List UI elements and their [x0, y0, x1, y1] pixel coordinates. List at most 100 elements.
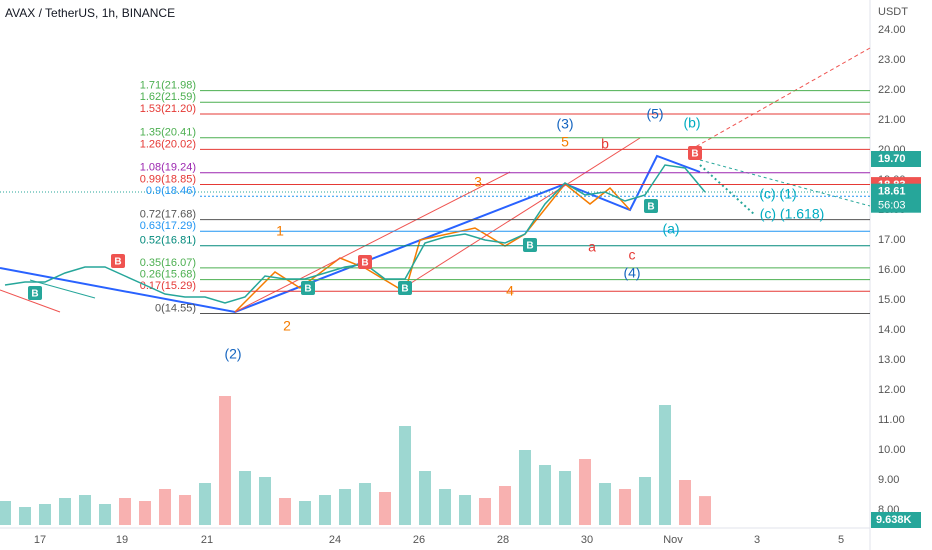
volume-bar — [359, 483, 371, 525]
y-tick-label: 23.00 — [878, 54, 906, 66]
volume-bar — [379, 492, 391, 525]
y-tick-label: 9.00 — [878, 474, 899, 486]
price-badge-label: 18.61 — [878, 186, 906, 198]
fib-label: 0.35(16.07) — [140, 257, 196, 269]
volume-bar — [79, 495, 91, 525]
fib-label: 1.08(19.24) — [140, 162, 196, 174]
fib-label: 0.72(17.68) — [140, 209, 196, 221]
signal-box — [28, 286, 42, 300]
volume-bar — [179, 495, 191, 525]
signal-label: B — [114, 257, 121, 268]
wave-label: (b) — [683, 115, 700, 131]
fib-label: 0(14.55) — [155, 302, 196, 314]
wave-label: 5 — [561, 134, 569, 150]
signal-label: B — [31, 289, 38, 300]
volume-badge — [871, 512, 921, 528]
fib-label: 0.99(18.85) — [140, 173, 196, 185]
volume-bar — [299, 501, 311, 525]
y-tick-label: 12.00 — [878, 384, 906, 396]
volume-bar — [479, 498, 491, 525]
volume-bar — [399, 426, 411, 525]
trend — [0, 289, 61, 313]
y-tick-label: 11.00 — [878, 414, 905, 426]
fib-label: 0.9(18.46) — [146, 185, 196, 197]
signal-label: B — [647, 202, 654, 213]
volume-bar — [119, 498, 131, 525]
projection — [699, 164, 756, 216]
price-badge — [871, 183, 921, 200]
projection — [699, 159, 871, 207]
y-tick-label: 10.00 — [878, 444, 906, 456]
price-line — [4, 164, 706, 304]
signal-box — [111, 254, 125, 268]
price-badge — [871, 151, 921, 167]
wave-label: (5) — [646, 106, 663, 122]
signal-box — [688, 146, 702, 160]
volume-bar — [59, 498, 71, 525]
y-tick-label: 13.00 — [878, 354, 906, 366]
volume-bar — [99, 504, 111, 525]
y-tick-label: 17.00 — [878, 234, 906, 246]
wave-label: 3 — [474, 174, 482, 190]
volume-badge-label: 9.638K — [876, 514, 912, 526]
x-tick-label: 5 — [838, 534, 844, 546]
y-tick-label: 14.00 — [878, 324, 906, 336]
volume-bar — [499, 486, 511, 525]
wave-label: 1 — [276, 223, 284, 239]
x-tick-label: 30 — [581, 534, 593, 546]
x-tick-label: 24 — [329, 534, 341, 546]
currency: USDT — [878, 6, 908, 18]
wave-label: (2) — [224, 346, 241, 362]
volume-bar — [139, 501, 151, 525]
signal-box — [398, 281, 412, 295]
volume-bar — [319, 495, 331, 525]
volume-bar — [199, 483, 211, 525]
y-tick-label: 16.00 — [878, 264, 906, 276]
volume-bar — [239, 471, 251, 525]
volume-bar — [459, 495, 471, 525]
volume-bar — [679, 480, 691, 525]
wave-label: (a) — [662, 221, 679, 237]
volume-bar — [159, 489, 171, 525]
fib-label: 0.26(15.68) — [140, 269, 196, 281]
wave-label: c — [629, 247, 636, 263]
volume-bar — [39, 504, 51, 525]
x-tick-label: 17 — [34, 534, 46, 546]
y-tick-label: 24.00 — [878, 24, 906, 36]
wave-label: (c) (1.618) — [760, 206, 825, 222]
volume-bar — [559, 471, 571, 525]
y-tick-label: 15.00 — [878, 294, 906, 306]
volume-bar — [639, 477, 651, 525]
fib-label: 0.52(16.81) — [140, 235, 196, 247]
x-tick-label: Nov — [663, 534, 683, 546]
x-tick-label: 3 — [754, 534, 760, 546]
y-tick-label: 21.00 — [878, 114, 906, 126]
fib-label: 0.63(17.29) — [140, 220, 196, 232]
countdown: 56:03 — [878, 200, 906, 212]
signal-label: B — [304, 284, 311, 295]
wave-label: (c) (1) — [759, 186, 796, 202]
fib-label: 1.62(21.59) — [140, 91, 196, 103]
wave-label: 4 — [506, 283, 514, 299]
volume-bar — [419, 471, 431, 525]
y-tick-label: 22.00 — [878, 84, 906, 96]
x-tick-label: 19 — [116, 534, 128, 546]
volume-bar — [339, 489, 351, 525]
fib-label: 1.35(20.41) — [140, 127, 196, 139]
fib-label: 1.71(21.98) — [140, 80, 196, 92]
wave-label: 2 — [283, 318, 291, 334]
channel — [399, 137, 641, 291]
x-tick-label: 26 — [413, 534, 425, 546]
signal-label: B — [361, 258, 368, 269]
volume-bar — [219, 396, 231, 525]
chart-title: AVAX / TetherUS, 1h, BINANCE — [5, 6, 175, 20]
signal-box — [523, 238, 537, 252]
fib-label: 1.53(21.20) — [140, 103, 196, 115]
wave-label: (3) — [556, 116, 573, 132]
volume-bar — [439, 489, 451, 525]
volume-bar — [599, 483, 611, 525]
volume-bar — [19, 507, 31, 525]
volume-bar — [659, 405, 671, 525]
